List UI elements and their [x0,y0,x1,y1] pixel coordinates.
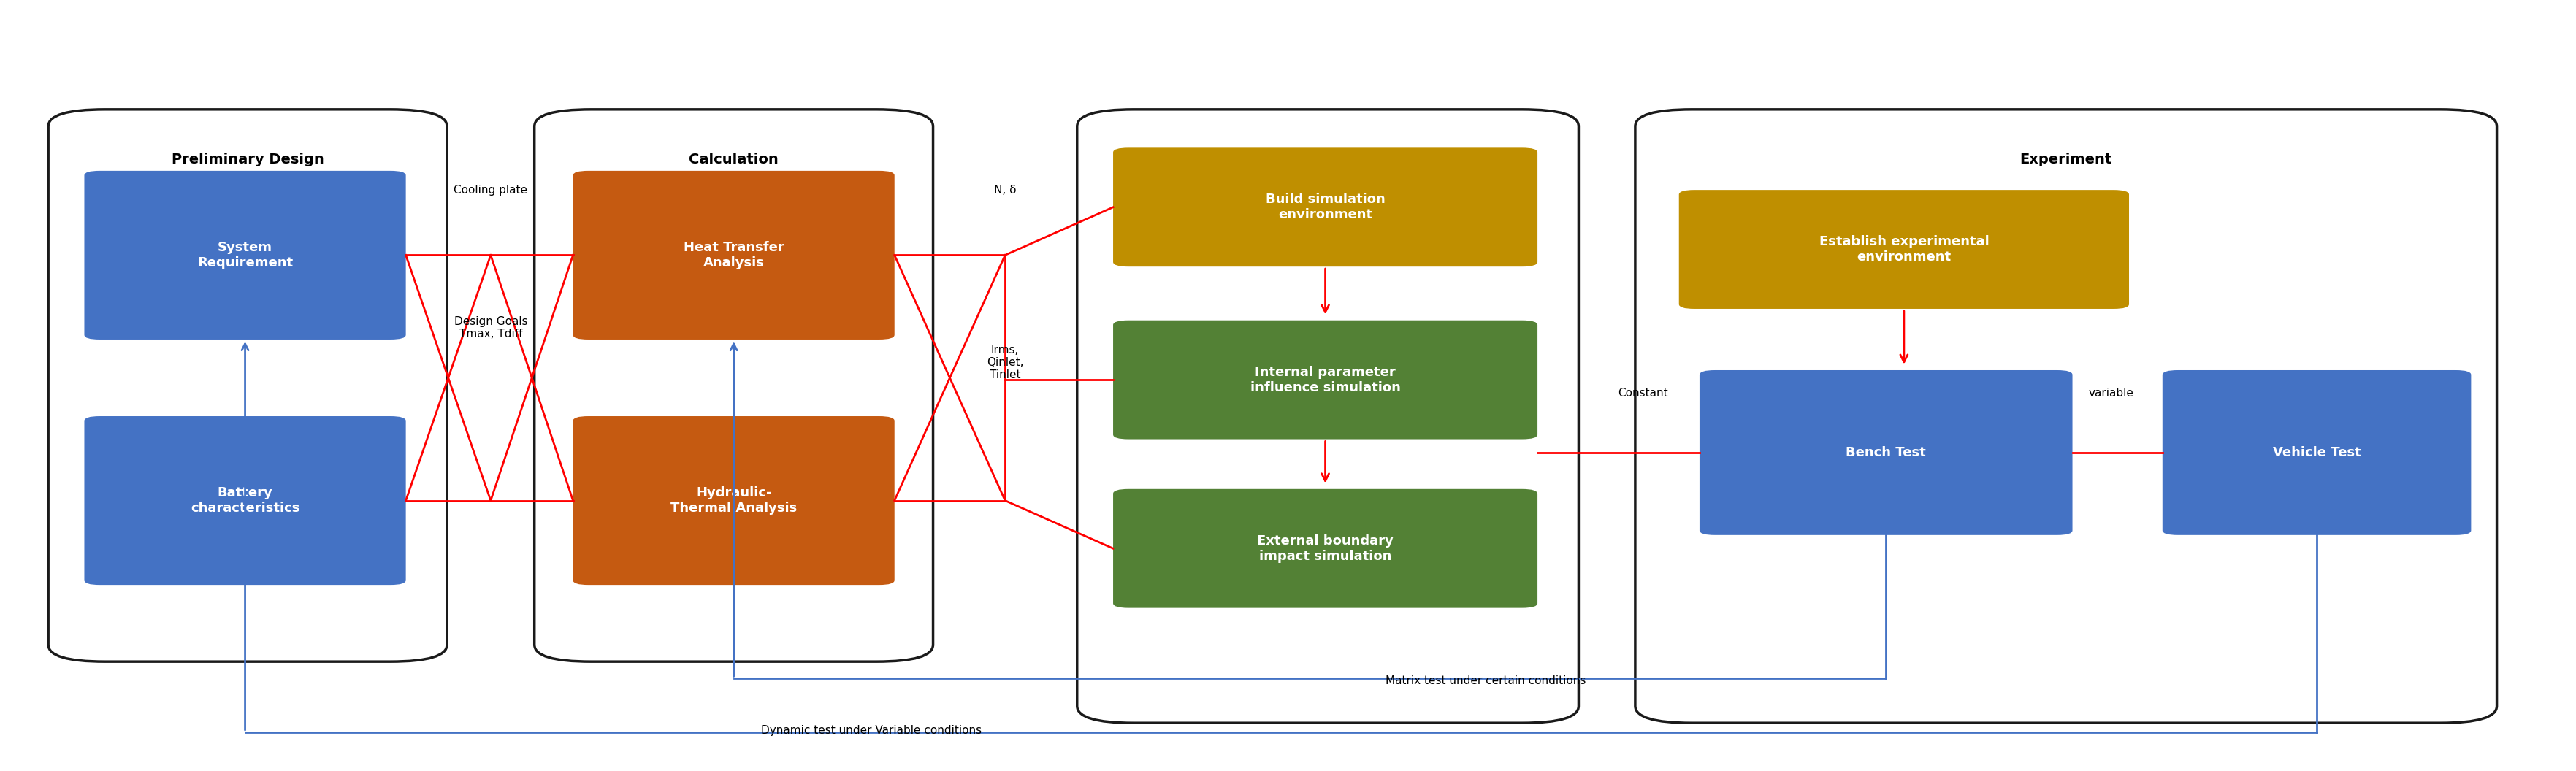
FancyBboxPatch shape [85,170,407,339]
FancyBboxPatch shape [1680,190,2128,309]
Text: Design Goals
Tmax, Tdiff: Design Goals Tmax, Tdiff [453,316,528,340]
Text: External boundary
impact simulation: External boundary impact simulation [1257,534,1394,563]
FancyBboxPatch shape [1636,109,2496,723]
Text: Internal parameter
influence simulation: Internal parameter influence simulation [1249,365,1401,394]
FancyBboxPatch shape [1113,489,1538,608]
Text: Hydraulic-
Thermal Analysis: Hydraulic- Thermal Analysis [670,487,796,515]
Text: Constant: Constant [1618,388,1669,399]
FancyBboxPatch shape [49,109,448,662]
FancyBboxPatch shape [1113,320,1538,439]
FancyBboxPatch shape [2161,370,2470,535]
FancyBboxPatch shape [1700,370,2074,535]
Text: Build simulation
environment: Build simulation environment [1265,193,1386,221]
Text: Irms,
Qinlet,
Tinlet: Irms, Qinlet, Tinlet [987,345,1023,381]
Text: Establish experimental
environment: Establish experimental environment [1819,235,1989,264]
Text: Calculation: Calculation [688,153,778,167]
Text: Heat Transfer
Analysis: Heat Transfer Analysis [683,241,783,269]
Text: Battery
characteristics: Battery characteristics [191,487,299,515]
Text: Dynamic test under Variable conditions: Dynamic test under Variable conditions [760,726,981,736]
Text: Simulation: Simulation [1285,153,1370,167]
FancyBboxPatch shape [85,416,407,585]
Text: Cooling plate: Cooling plate [453,184,528,195]
FancyBboxPatch shape [533,109,933,662]
Text: Preliminary Design: Preliminary Design [173,153,325,167]
Text: variable: variable [2089,388,2133,399]
FancyBboxPatch shape [572,170,894,339]
Text: Bench Test: Bench Test [1847,446,1927,460]
Text: Matrix test under certain conditions: Matrix test under certain conditions [1386,675,1587,686]
FancyBboxPatch shape [1113,148,1538,267]
Text: N, δ: N, δ [994,184,1015,195]
FancyBboxPatch shape [1077,109,1579,723]
FancyBboxPatch shape [572,416,894,585]
Text: Vehicle Test: Vehicle Test [2272,446,2360,460]
Text: Experiment: Experiment [2020,153,2112,167]
Text: System
Requirement: System Requirement [198,241,294,269]
